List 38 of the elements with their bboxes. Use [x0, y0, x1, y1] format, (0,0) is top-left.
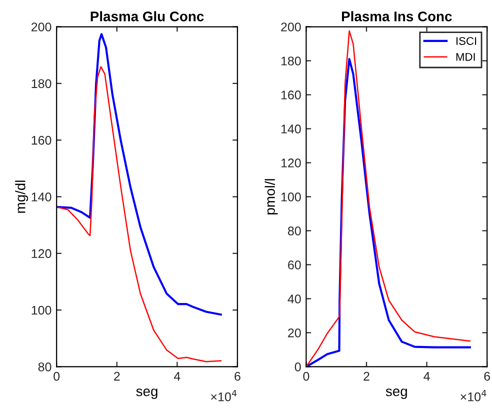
y-tick-label: 40 — [288, 294, 301, 304]
x-axis-title: seg — [386, 388, 407, 399]
y-tick-label: 160 — [281, 90, 301, 100]
x-tick-label: 0 — [54, 372, 60, 381]
y-tick-label: 20 — [288, 328, 301, 338]
y-axis-title: pmol/l — [264, 179, 278, 214]
y-tick-label: 140 — [32, 192, 52, 202]
y-tick-label: 80 — [38, 362, 52, 372]
x-tick-label: 4 — [174, 372, 180, 381]
line-series — [56, 33, 222, 316]
y-tick-label: 180 — [281, 56, 301, 66]
y-tick-label: 140 — [281, 124, 301, 134]
x-tick-label: 6 — [484, 372, 490, 381]
line-series — [56, 66, 222, 362]
y-tick-label: 80 — [288, 226, 301, 236]
x-tick-label: 4 — [424, 372, 430, 381]
text: ×10$^{4}$ — [211, 390, 237, 402]
text: ×10$^{4}$ — [460, 390, 486, 402]
y-tick-label: 180 — [32, 79, 52, 88]
chart-title: Plasma Glu Conc — [90, 11, 204, 22]
y-tick-label: 0 — [294, 362, 301, 372]
x-tick-label: 2 — [364, 372, 370, 381]
y-tick-label: 60 — [288, 260, 301, 270]
y-tick-label: 120 — [32, 249, 52, 258]
y-tick-label: 100 — [281, 192, 301, 202]
x-tick-label: 6 — [234, 372, 240, 381]
y-tick-label: 100 — [32, 306, 52, 315]
x-axis-title: seg — [136, 388, 158, 399]
chart-title: Plasma Ins Conc — [342, 11, 452, 22]
y-tick-label: 200 — [281, 22, 301, 32]
y-tick-label: 120 — [281, 158, 301, 168]
y-axis-title: mg/dl — [15, 180, 28, 213]
y-tick-label: 160 — [32, 136, 52, 145]
legend-label: ISCI — [456, 37, 476, 45]
y-tick-label: 200 — [31, 22, 52, 32]
x-tick-label: 2 — [114, 372, 120, 381]
x-tick-label: 0 — [303, 372, 310, 381]
legend-label: MDI — [456, 53, 475, 61]
